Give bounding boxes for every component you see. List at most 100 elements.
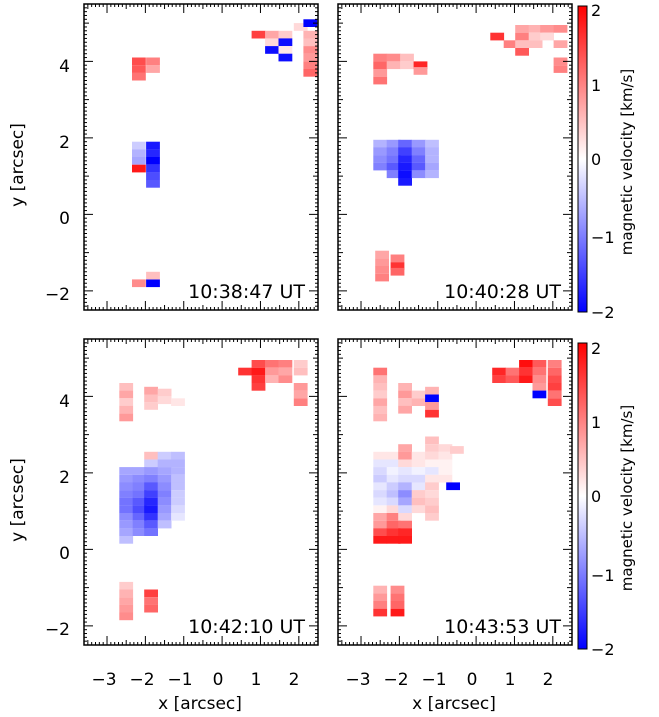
heatmap-cell xyxy=(144,597,158,605)
heatmap-cell xyxy=(119,413,134,422)
heatmap-cell xyxy=(146,180,160,188)
heatmap-cell xyxy=(119,604,134,613)
heatmap-cell xyxy=(119,497,134,506)
heatmap-cell xyxy=(398,513,412,521)
heatmap-cell xyxy=(132,513,147,521)
heatmap-cell xyxy=(278,367,293,376)
heatmap-cell xyxy=(425,162,439,171)
heatmap-cell xyxy=(303,30,318,39)
heatmap-cell xyxy=(144,513,158,521)
heatmap-cell xyxy=(413,61,428,70)
heatmap-cell xyxy=(293,398,308,406)
heatmap-cell xyxy=(146,157,160,165)
heatmap-cell xyxy=(303,38,318,47)
heatmap-cell xyxy=(278,46,293,54)
heatmap-cell xyxy=(293,383,308,391)
heatmap-cell xyxy=(373,536,388,544)
heatmap-cell xyxy=(251,360,266,368)
heatmap-cell xyxy=(386,162,401,171)
heatmap-cell xyxy=(146,172,160,180)
heatmap-cell xyxy=(386,61,401,70)
heatmap-cell xyxy=(132,490,147,498)
heatmap-cell xyxy=(119,467,134,475)
colorbar-label: magnetic velocity [km/s] xyxy=(618,405,636,591)
heatmap-cell xyxy=(398,444,412,452)
heatmap-cell xyxy=(119,520,134,529)
heatmap-cell xyxy=(157,505,172,514)
heatmap-cell xyxy=(144,505,158,514)
heatmap-cell xyxy=(373,467,388,475)
x-tick-label: 2 xyxy=(289,670,300,690)
heatmap-cell xyxy=(157,513,172,521)
heatmap-cell xyxy=(386,536,401,544)
colorbar-tick-label: −1 xyxy=(591,228,615,247)
heatmap-cell xyxy=(528,25,543,33)
heatmap-cell xyxy=(411,474,426,483)
x-axis-label-right: x [arcsec] xyxy=(412,694,496,714)
heatmap-cell xyxy=(132,505,147,514)
plot-area xyxy=(338,4,572,310)
heatmap-cell xyxy=(132,482,147,491)
heatmap-cell xyxy=(386,170,401,179)
heatmap-cell xyxy=(438,451,453,460)
heatmap-cell xyxy=(157,459,172,468)
heatmap-cell xyxy=(251,367,266,376)
heatmap-cell xyxy=(390,585,405,594)
panel-top-left xyxy=(83,3,319,311)
heatmap-cell xyxy=(373,482,388,491)
heatmap-cell xyxy=(132,528,147,536)
heatmap-cell xyxy=(146,164,160,173)
heatmap-cell xyxy=(411,170,426,179)
x-tick-label: 2 xyxy=(543,670,554,690)
heatmap-cell xyxy=(293,360,308,368)
heatmap-cell xyxy=(375,250,389,259)
heatmap-cell xyxy=(519,367,533,376)
heatmap-cell xyxy=(411,451,426,460)
heatmap-cell xyxy=(390,593,405,602)
heatmap-cell xyxy=(157,451,172,460)
heatmap-cell xyxy=(146,65,160,73)
heatmap-cell xyxy=(375,273,389,282)
heatmap-cell xyxy=(132,72,146,81)
heatmap-cell xyxy=(553,40,568,48)
heatmap-cell xyxy=(373,451,388,460)
y-tick-label: 0 xyxy=(59,209,70,229)
heatmap-cell xyxy=(446,482,460,491)
y-tick-label: 4 xyxy=(59,57,70,77)
heatmap-cell xyxy=(157,482,172,491)
heatmap-cell xyxy=(146,149,160,157)
heatmap-cell xyxy=(171,513,185,521)
y-tick-label: 4 xyxy=(59,392,70,412)
x-tick-label: 0 xyxy=(213,670,224,690)
y-tick-label: 2 xyxy=(59,133,70,153)
heatmap-cell xyxy=(132,520,147,529)
heatmap-cell xyxy=(519,375,533,383)
heatmap-cell xyxy=(425,139,439,148)
heatmap-cell xyxy=(390,608,405,617)
colorbar-tick-label: −1 xyxy=(591,566,615,585)
heatmap-cell xyxy=(119,398,134,406)
heatmap-cell xyxy=(119,383,134,391)
timestamp-label-panel-4: 10:43:53 UT xyxy=(444,616,561,638)
heatmap-cell xyxy=(519,360,533,368)
heatmap-cell xyxy=(119,612,134,621)
y-axis-label-bottom: y [arcsec] xyxy=(8,458,28,542)
heatmap-cell xyxy=(553,25,568,33)
heatmap-cell xyxy=(373,528,388,536)
heatmap-cell xyxy=(386,474,401,483)
colorbar-tick-label: −2 xyxy=(591,303,615,322)
heatmap-cell xyxy=(251,383,266,391)
heatmap-cell xyxy=(373,608,388,617)
heatmap-cell xyxy=(398,536,412,544)
heatmap-cell xyxy=(171,459,185,468)
timestamp-label-panel-3: 10:42:10 UT xyxy=(188,616,305,638)
heatmap-cell xyxy=(532,383,547,391)
heatmap-cell xyxy=(386,490,401,498)
heatmap-cell xyxy=(425,402,439,410)
heatmap-cell xyxy=(157,474,172,483)
heatmap-cell xyxy=(390,601,405,609)
heatmap-cell xyxy=(398,505,412,514)
heatmap-cell xyxy=(157,396,172,405)
y-tick-label: −2 xyxy=(45,620,70,640)
panel-bottom-right xyxy=(337,338,573,646)
